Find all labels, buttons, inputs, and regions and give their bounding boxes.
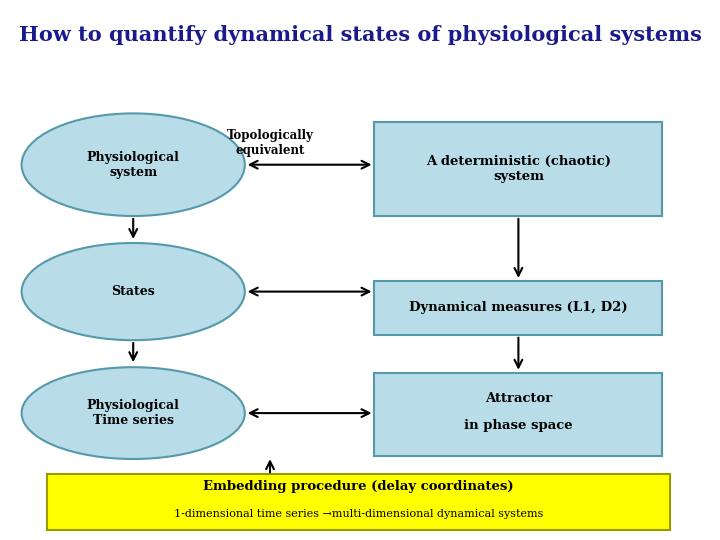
Bar [374,281,662,335]
Ellipse shape [22,367,245,459]
Ellipse shape [22,113,245,216]
Text: States: States [112,285,155,298]
Text: Physiological
system: Physiological system [87,151,179,179]
Text: A deterministic (chaotic)
system: A deterministic (chaotic) system [426,155,611,183]
Text: Attractor: Attractor [485,392,552,405]
Text: How to quantify dynamical states of physiological systems: How to quantify dynamical states of phys… [19,25,701,45]
Bar [374,122,662,216]
Text: Physiological
Time series: Physiological Time series [87,399,179,427]
Text: 1-dimensional time series →multi-dimensional dynamical systems: 1-dimensional time series →multi-dimensi… [174,509,543,519]
Text: Embedding procedure (delay coordinates): Embedding procedure (delay coordinates) [203,480,513,494]
Ellipse shape [22,243,245,340]
Text: Dynamical measures (L1, D2): Dynamical measures (L1, D2) [409,301,628,314]
Bar [47,474,670,530]
Text: Topologically
equivalent: Topologically equivalent [227,129,313,157]
Text: in phase space: in phase space [464,418,572,432]
Bar [374,373,662,456]
